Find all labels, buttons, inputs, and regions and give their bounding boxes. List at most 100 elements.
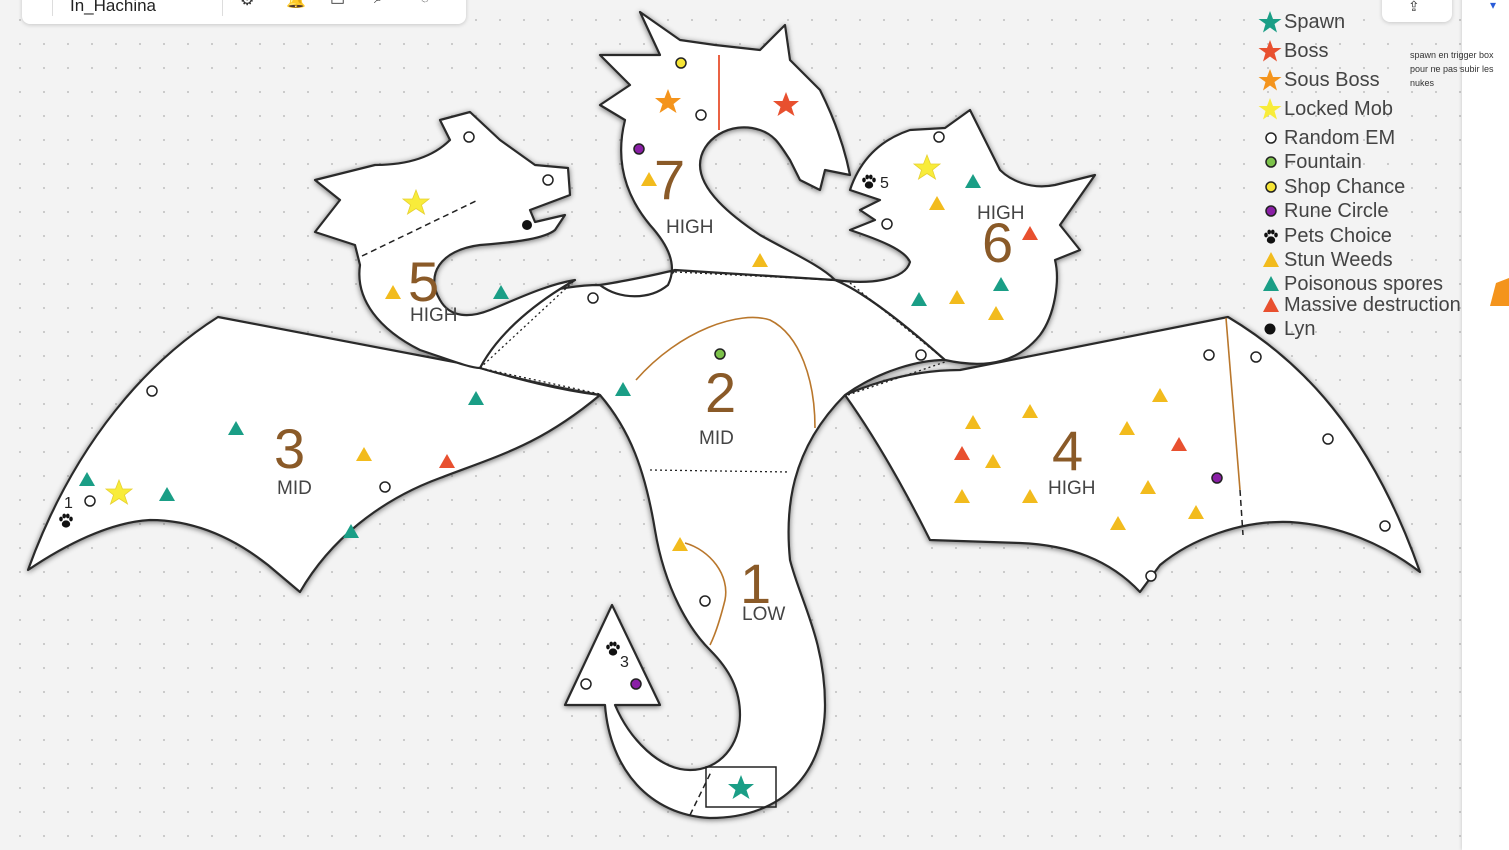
- random-em-marker: [695, 109, 707, 121]
- zone-boundary: [361, 199, 479, 257]
- poison-spore-marker: [343, 524, 359, 538]
- sous-boss-star: [655, 89, 681, 113]
- zone-number: 5: [408, 250, 439, 313]
- board-title[interactable]: In_Hachina: [70, 0, 157, 15]
- stun-weed-marker: [672, 537, 688, 551]
- arrow-icon[interactable]: ▾: [1490, 0, 1497, 12]
- poison-spore-marker: [468, 391, 484, 405]
- star-icon: [1258, 11, 1282, 33]
- legend-label: Stun Weeds: [1284, 249, 1393, 271]
- zone-number: 3: [274, 417, 305, 480]
- triangle-icon: [1263, 297, 1279, 312]
- paw-icon: [1264, 229, 1278, 244]
- stun-weed-marker: [641, 172, 657, 186]
- legend-label: Lyn: [1284, 318, 1316, 340]
- circle-icon: [1265, 205, 1277, 217]
- random-em-marker: [542, 174, 554, 186]
- chat-icon[interactable]: ◌: [420, 0, 430, 8]
- stun-weed-marker: [1188, 505, 1204, 519]
- zone-boundary: [689, 769, 713, 816]
- legend-label: Rune Circle: [1284, 200, 1389, 222]
- zone-level: HIGH: [1048, 478, 1096, 499]
- stun-weeds-group: [356, 172, 1204, 551]
- layout-icon[interactable]: ▭: [330, 0, 346, 9]
- toolbar-divider: [222, 0, 223, 16]
- random-em-marker: [915, 349, 927, 361]
- left-wing: [26, 315, 602, 594]
- sticky-note[interactable]: spawn en trigger box pour ne pas subir l…: [1410, 50, 1494, 88]
- random-em-marker: [881, 218, 893, 230]
- zone-level: MID: [699, 428, 734, 449]
- stun-weed-marker: [1110, 516, 1126, 530]
- poison-spore-marker: [615, 382, 631, 396]
- rune-circle-marker: [1211, 472, 1223, 484]
- random-em-marker: [580, 678, 592, 690]
- zone-boundary: [649, 469, 791, 473]
- zone-number: 7: [654, 148, 685, 211]
- boss-star: [773, 92, 799, 116]
- spawn-trigger-box: [705, 766, 777, 808]
- random-em-marker: [1145, 570, 1157, 582]
- stun-weed-marker: [385, 285, 401, 299]
- pet-number: 1: [64, 495, 73, 512]
- legend-label: Locked Mob: [1284, 98, 1393, 120]
- zone-boundary: [479, 367, 601, 395]
- stun-weed-marker: [1152, 388, 1168, 402]
- zone-level: HIGH: [666, 217, 714, 238]
- pet-number: 3: [620, 654, 629, 671]
- lyn-marker: [522, 220, 532, 230]
- triangle-icon: [1263, 276, 1279, 291]
- bell-icon[interactable]: 🔔: [286, 0, 306, 9]
- right-head: [833, 108, 1097, 365]
- massive-destruction-marker: [1022, 226, 1038, 240]
- gear-icon[interactable]: ⚙: [240, 0, 255, 9]
- legend-label: Sous Boss: [1284, 69, 1380, 91]
- stun-weed-marker: [1140, 480, 1156, 494]
- circle-icon: [1265, 181, 1277, 193]
- path-line: [684, 542, 727, 646]
- star-icon: [1258, 98, 1282, 120]
- left-head: [313, 110, 577, 370]
- zone-boundary: [1239, 489, 1244, 536]
- star-icon: [1258, 69, 1282, 91]
- dragon-body: [471, 268, 947, 820]
- stun-weed-marker: [949, 290, 965, 304]
- locked-mob-star: [104, 478, 134, 505]
- random-em-marker: [1322, 433, 1334, 445]
- stun-weed-marker: [1022, 489, 1038, 503]
- offscreen-shape: [1490, 278, 1509, 306]
- zone-boundary: [849, 282, 946, 361]
- stun-weed-marker: [1022, 404, 1038, 418]
- circle-icon: [1264, 323, 1276, 335]
- stun-weed-marker: [985, 454, 1001, 468]
- zone-number: 1: [740, 552, 771, 615]
- search-icon[interactable]: ⌕: [374, 0, 383, 8]
- massive-destruction-marker: [954, 446, 970, 460]
- toolbar-divider: [52, 0, 53, 16]
- right-wing: [843, 315, 1422, 594]
- fountain-marker: [714, 348, 726, 360]
- random-em-marker: [1379, 520, 1391, 532]
- stun-weed-marker: [965, 415, 981, 429]
- legend-label: Shop Chance: [1284, 176, 1406, 198]
- poison-spore-marker: [993, 277, 1009, 291]
- center-head: [598, 10, 852, 298]
- random-em-marker: [1250, 351, 1262, 363]
- zone-boundary: [479, 279, 576, 369]
- massive-destruction-marker: [439, 454, 455, 468]
- right-toolbar: ▾: [1462, 0, 1509, 850]
- path-line: [635, 316, 816, 429]
- poison-spore-marker: [493, 285, 509, 299]
- share-icon: ⇪: [1408, 0, 1420, 14]
- share-button[interactable]: ⇪: [1382, 0, 1452, 22]
- poison-spore-marker: [228, 421, 244, 435]
- zone-level: HIGH: [977, 203, 1025, 224]
- rune-circle-marker: [633, 143, 645, 155]
- zone-boundary: [674, 271, 836, 281]
- poison-spore-marker: [79, 472, 95, 486]
- zone-number: 4: [1052, 419, 1083, 482]
- zone-level: LOW: [742, 604, 785, 625]
- stun-weed-marker: [954, 489, 970, 503]
- zone-level: MID: [277, 478, 312, 499]
